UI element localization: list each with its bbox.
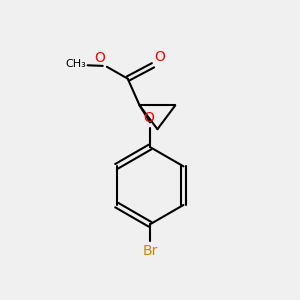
Text: CH₃: CH₃: [65, 59, 86, 69]
Text: O: O: [154, 50, 165, 64]
Text: Br: Br: [142, 244, 158, 258]
Text: O: O: [143, 111, 154, 125]
Text: O: O: [94, 51, 105, 65]
